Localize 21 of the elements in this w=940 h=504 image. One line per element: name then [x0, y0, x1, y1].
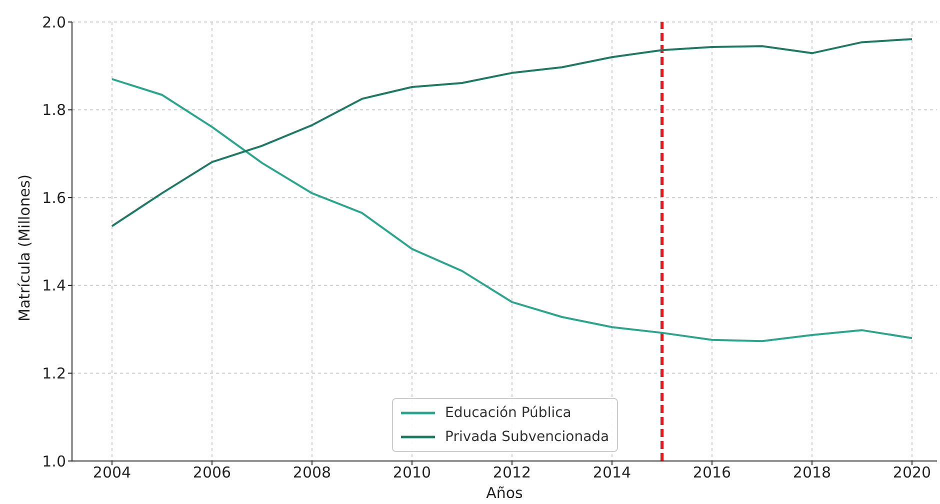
- line-series: [111, 78, 913, 342]
- y-tick-label: 2.0: [42, 13, 66, 32]
- x-tick-label: 2004: [92, 464, 132, 482]
- line-series: [111, 38, 913, 228]
- y-tick-label: 1.8: [42, 101, 66, 120]
- x-tick-label: 2012: [492, 464, 532, 482]
- y-tick-label: 1.6: [42, 188, 66, 207]
- x-tick-label: 2006: [192, 464, 232, 482]
- x-tick-label: 2014: [592, 464, 632, 482]
- legend-label: Educación Pública: [445, 404, 572, 423]
- x-tick-label: 2020: [892, 464, 932, 482]
- x-tick-label: 2016: [692, 464, 732, 482]
- y-tick-label: 1.2: [42, 364, 66, 383]
- x-axis-title: Años: [486, 484, 524, 502]
- y-tick-label: 1.0: [42, 452, 66, 470]
- x-tick-label: 2010: [392, 464, 432, 482]
- y-axis-title: Matrícula (Millones): [15, 174, 34, 322]
- y-tick-label: 1.4: [42, 276, 66, 295]
- x-tick-label: 2008: [292, 464, 332, 482]
- x-tick-label: 2018: [792, 464, 832, 482]
- legend-label: Privada Subvencionada: [445, 428, 610, 447]
